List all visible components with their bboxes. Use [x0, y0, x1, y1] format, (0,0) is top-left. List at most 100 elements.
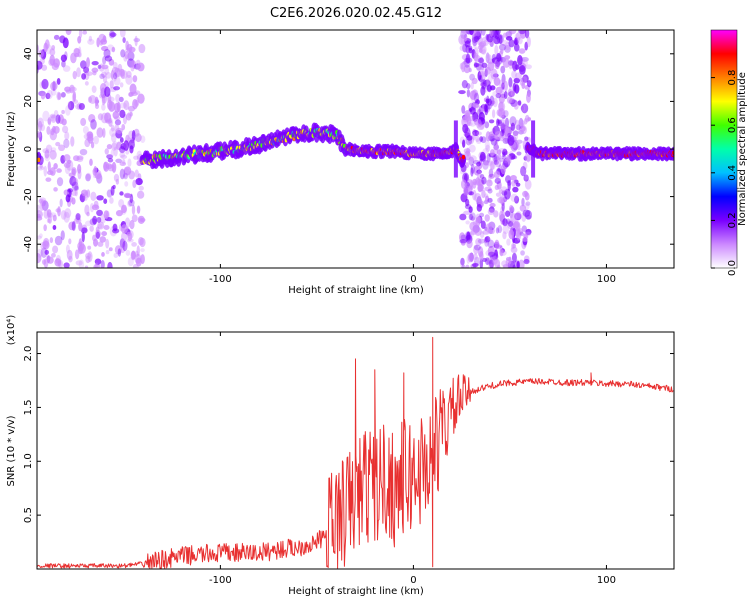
noise-blob — [65, 89, 72, 94]
noise-blob — [487, 188, 493, 194]
noise-blob — [484, 139, 490, 150]
heatmap-ticks: -100 0 100 -40 -20 0 20 40 — [23, 30, 674, 285]
noise-blob — [113, 146, 118, 157]
noise-blob — [126, 70, 132, 79]
noise-blob — [105, 71, 112, 79]
noise-blob — [123, 100, 130, 111]
noise-blob — [78, 244, 84, 255]
noise-blob — [521, 197, 525, 207]
noise-blob — [474, 193, 482, 203]
noise-blob — [477, 57, 485, 64]
noise-blob — [49, 237, 54, 244]
noise-blob — [128, 139, 135, 150]
noise-blob — [49, 150, 57, 160]
noise-blob — [464, 231, 472, 242]
noise-blob — [113, 116, 121, 121]
noise-blob — [512, 243, 517, 249]
noise-blob — [515, 229, 522, 239]
noise-blob — [524, 174, 529, 180]
noise-blob — [131, 214, 138, 223]
noise-blob — [508, 204, 514, 213]
noise-blob — [494, 258, 501, 268]
snr-series-line — [37, 336, 674, 569]
noise-blob — [470, 263, 477, 268]
noise-blob — [494, 249, 498, 260]
noise-blob — [104, 66, 110, 76]
noise-blob — [61, 60, 66, 68]
noise-blob — [77, 168, 82, 180]
snr-ticks: -100 0 100 0.5 1.0 1.5 2.0 — [23, 332, 674, 586]
noise-blob — [56, 77, 61, 85]
noise-blob — [494, 44, 499, 56]
noise-blob — [49, 130, 58, 141]
noise-blob — [58, 259, 64, 268]
noise-blob — [133, 155, 139, 160]
noise-blob — [494, 131, 502, 140]
noise-blob — [470, 82, 474, 90]
noise-blob — [47, 161, 51, 173]
noise-blob — [488, 119, 495, 124]
noise-blob — [490, 138, 498, 146]
noise-blob — [37, 60, 43, 70]
colorbar-tick-label: 0.2 — [727, 212, 738, 228]
noise-blob — [494, 157, 502, 168]
noise-blob — [63, 211, 70, 223]
noise-blob — [83, 66, 90, 74]
noise-blob — [71, 93, 76, 103]
noise-blob — [105, 249, 110, 255]
noise-blob — [472, 159, 481, 165]
noise-blob — [70, 136, 75, 147]
noise-blob — [468, 156, 475, 166]
noise-blob — [522, 74, 529, 83]
noise-blob — [119, 152, 126, 158]
noise-blob — [493, 210, 499, 218]
noise-blob — [112, 223, 118, 232]
noise-blob — [115, 93, 121, 103]
noise-blob — [466, 89, 471, 98]
noise-blob — [504, 44, 511, 53]
noise-blob — [497, 225, 503, 234]
noise-blob — [80, 227, 88, 234]
noise-blob — [61, 109, 65, 115]
noise-blob — [501, 155, 507, 160]
noise-blob — [91, 67, 99, 73]
noise-blob — [75, 212, 81, 223]
noise-blob — [73, 48, 81, 55]
y-tick-label: 1.5 — [23, 399, 34, 415]
noise-blob — [49, 48, 56, 56]
noise-blob — [508, 256, 512, 265]
noise-blob — [111, 142, 118, 151]
noise-blob — [53, 163, 58, 170]
noise-blob — [131, 242, 137, 247]
noise-blob — [66, 249, 73, 260]
noise-blob — [468, 213, 474, 221]
noise-blob — [488, 168, 494, 178]
noise-blob — [103, 210, 109, 220]
noise-blob — [46, 218, 51, 223]
noise-blob — [485, 144, 491, 152]
noise-blob — [63, 162, 71, 168]
noise-blob — [37, 248, 43, 258]
noise-blob — [513, 43, 520, 52]
noise-blob — [522, 237, 528, 242]
noise-blob — [103, 224, 110, 231]
noise-blob — [115, 158, 123, 163]
chart-title: C2E6.2026.020.02.45.G12 — [270, 6, 442, 21]
noise-blob — [496, 149, 502, 155]
noise-blob — [458, 232, 466, 243]
noise-blob — [468, 206, 473, 213]
noise-blob — [38, 49, 44, 58]
colorbar-tick-label: 0.0 — [727, 260, 738, 276]
noise-blob — [91, 85, 97, 93]
noise-blob — [525, 201, 531, 206]
noise-blob — [486, 152, 491, 163]
noise-blob — [86, 189, 91, 198]
noise-blob — [71, 221, 76, 232]
noise-blob — [97, 223, 103, 229]
noise-blob — [53, 187, 58, 192]
noise-blob — [485, 131, 491, 142]
noise-blob — [119, 161, 127, 167]
noise-blob — [480, 86, 486, 96]
noise-blob — [469, 212, 476, 221]
noise-blob — [43, 165, 48, 177]
